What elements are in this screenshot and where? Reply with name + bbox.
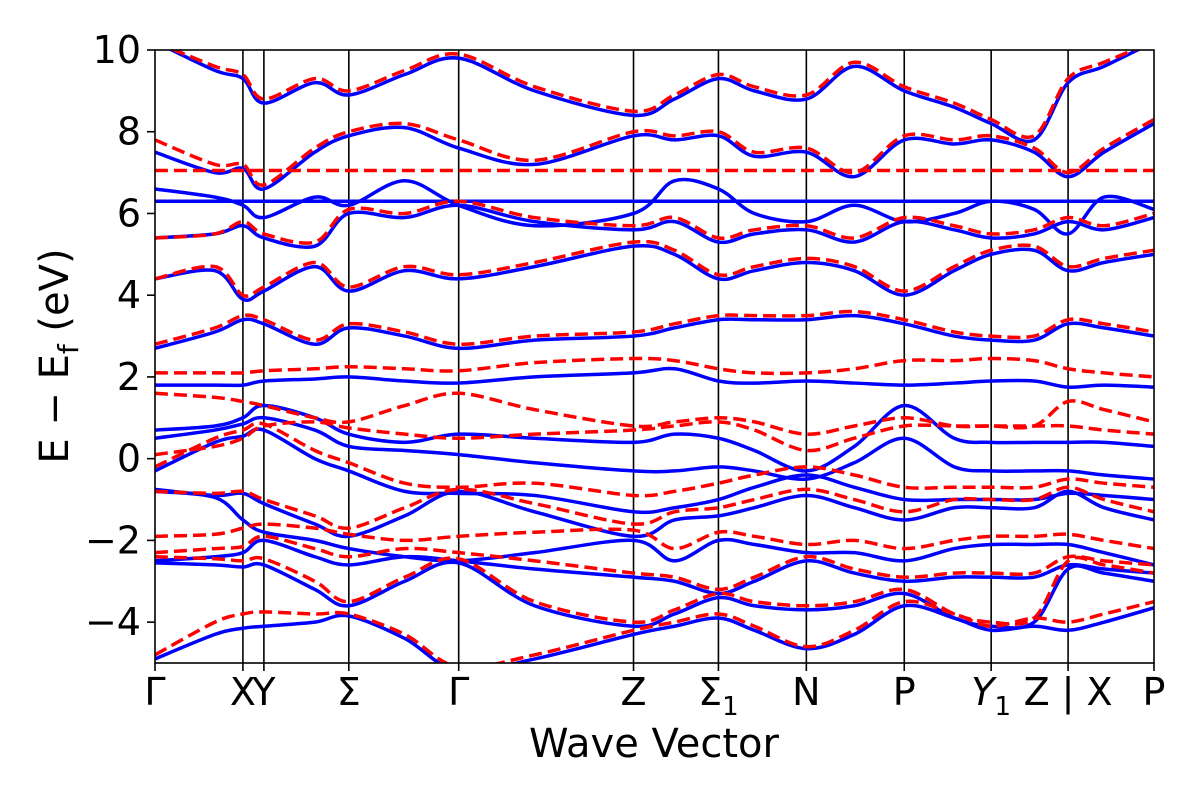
band-line (155, 554, 1154, 626)
band-line (155, 203, 1154, 249)
x-tick-label: Γ (144, 670, 165, 714)
y-tick-label: 4 (117, 273, 141, 317)
y-tick-label: 0 (117, 437, 141, 481)
band-line (155, 177, 1154, 236)
x-tick-label: Z | X (1024, 670, 1113, 715)
band-line (155, 538, 1154, 596)
x-axis-label: Wave Vector (529, 721, 780, 767)
band-line (155, 309, 1154, 346)
y-tick-label: 6 (117, 191, 141, 235)
x-tick-label-main: Z | X (1024, 670, 1113, 715)
x-tick-label-main: Γ (144, 670, 165, 714)
band-line (155, 117, 1154, 187)
x-tick-label: Γ (448, 670, 469, 714)
x-tick-label-main: X (230, 670, 256, 714)
x-tick-label-main: Σ (337, 670, 361, 714)
band-line (155, 489, 1154, 567)
x-tick-label-sub: 1 (722, 692, 739, 722)
band-line (155, 366, 1154, 390)
x-tick-label: Σ (337, 670, 361, 714)
x-tick-label: Y (251, 670, 276, 714)
x-tick-label-main: P (1143, 670, 1166, 714)
band-line (155, 243, 1154, 302)
x-tick-label: N (792, 670, 820, 714)
series-dashed (155, 50, 1154, 663)
band-line (167, 50, 1142, 144)
band-line (155, 356, 1154, 379)
x-tick-label: Z (620, 670, 646, 714)
band-line (155, 603, 1154, 663)
x-tick-label-main: Γ (448, 670, 469, 714)
x-tick-label-sub: 1 (994, 692, 1011, 722)
band-line (155, 313, 1154, 351)
y-tick-label: 8 (117, 110, 141, 154)
y-axis-label-unit: (eV) (32, 248, 78, 331)
x-tick-label: Y1 (971, 670, 1011, 722)
y-tick-label: 10 (93, 28, 141, 72)
band-line (155, 485, 1154, 530)
plot-frame (154, 49, 1155, 664)
x-tick-label-main: Σ (698, 670, 722, 714)
x-tick-label-main: N (792, 670, 820, 714)
y-axis-label: E − Ef (eV) (32, 248, 85, 463)
x-tick-label-main: Z (620, 670, 646, 714)
x-tick-label: Σ1 (698, 670, 739, 722)
band-line (155, 391, 1154, 436)
band-line (155, 599, 1154, 663)
band-line (155, 199, 1154, 245)
bands-layer (155, 50, 1154, 663)
x-tick-label-main: Y (971, 670, 997, 714)
x-tick-label: X (230, 670, 256, 714)
svg-text:E − Ef (eV): E − Ef (eV) (32, 248, 85, 463)
y-axis-label-sub: f (52, 343, 85, 354)
band-line (155, 239, 1154, 298)
band-line (155, 421, 1154, 498)
y-tick-label: 2 (117, 355, 141, 399)
y-tick-label: −2 (85, 518, 141, 562)
y-ticks: −4 −2 0 2 4 6 8 10 (85, 28, 155, 644)
x-tick-label: P (893, 670, 916, 714)
x-tick-label: P (1143, 670, 1166, 714)
x-tick-label-main: P (893, 670, 916, 714)
x-tick-label-main: Y (251, 670, 276, 714)
band-line (155, 522, 1154, 551)
band-line (155, 420, 1154, 457)
band-line (155, 487, 1154, 539)
band-line (155, 560, 1154, 630)
band-line (170, 50, 1139, 140)
y-tick-label: −4 (85, 600, 141, 644)
y-axis-label-space (32, 332, 78, 345)
band-line (155, 534, 1154, 592)
band-line (155, 403, 1154, 473)
y-axis-label-main: E − E (32, 354, 78, 464)
series-solid (155, 50, 1154, 663)
